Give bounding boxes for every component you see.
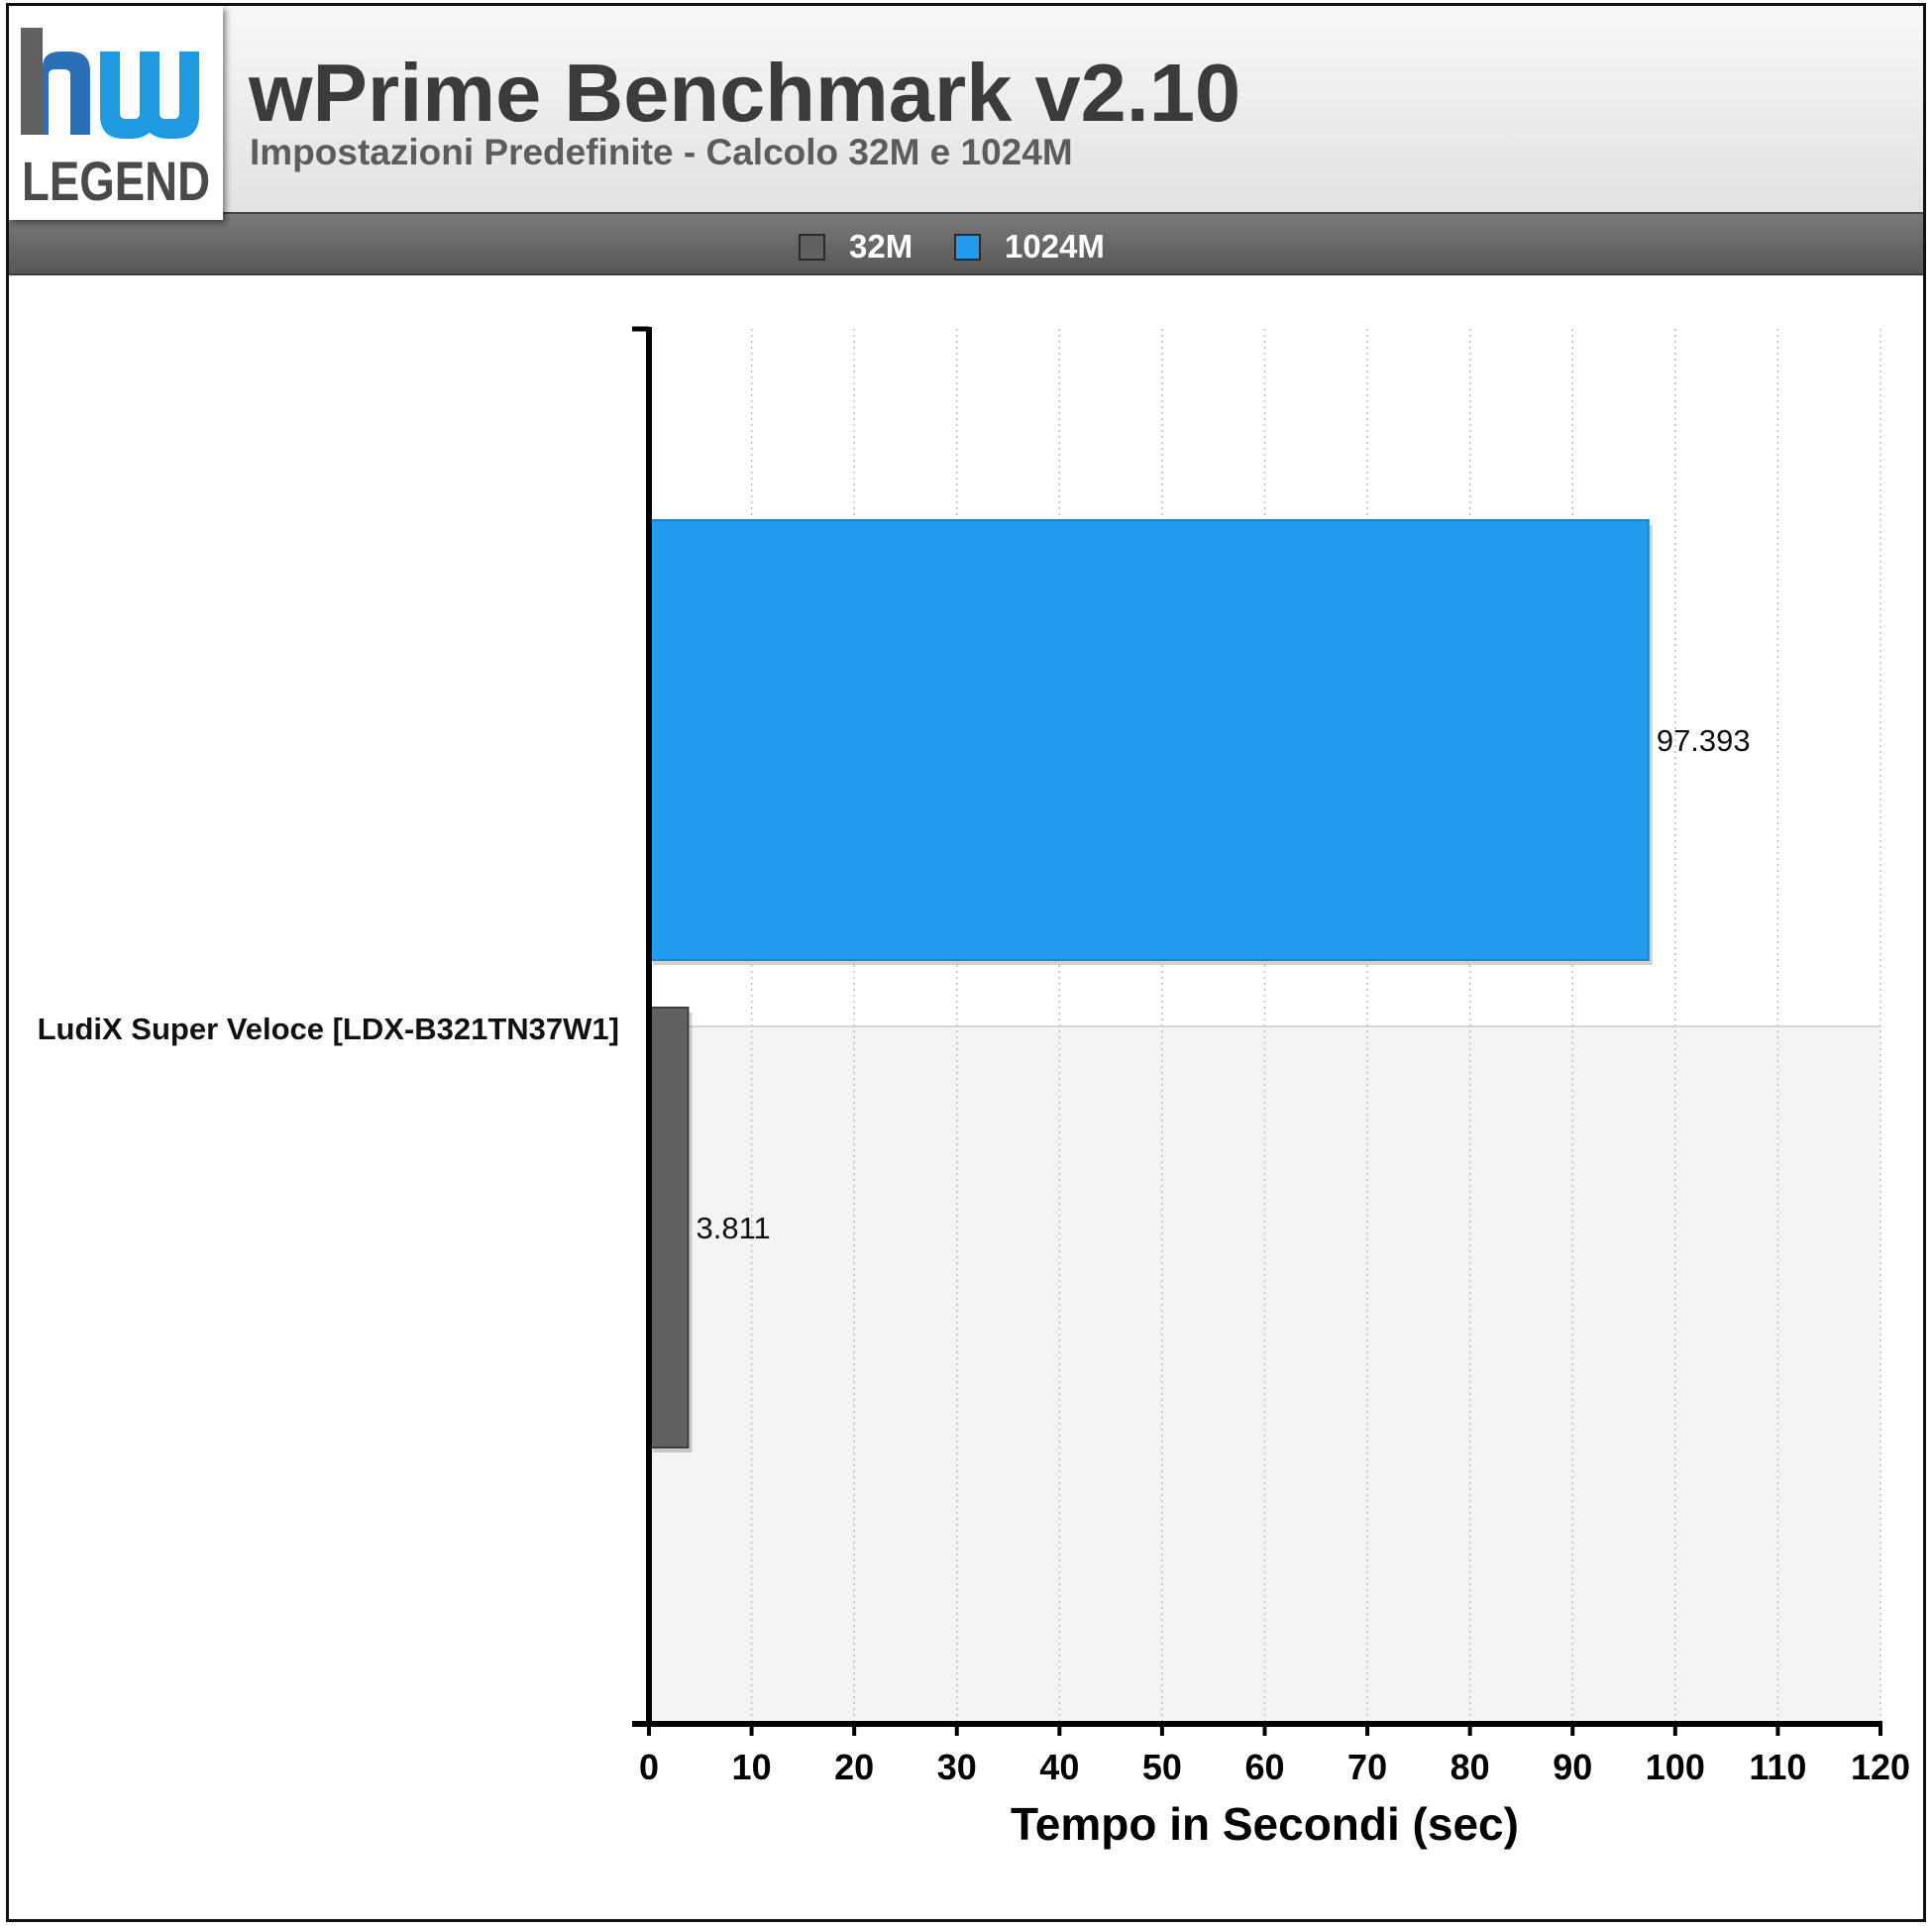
legend-bar: 32M 1024M bbox=[9, 212, 1923, 275]
x-tick-label-100: 100 bbox=[1646, 1747, 1705, 1787]
x-axis-title: Tempo in Secondi (sec) bbox=[1011, 1798, 1519, 1850]
x-tick-label-0: 0 bbox=[639, 1747, 659, 1787]
value-label-32m: 3.811 bbox=[696, 1211, 770, 1245]
x-tick-label-10: 10 bbox=[732, 1747, 772, 1787]
hwlegend-logo-mark: LEGEND bbox=[21, 28, 210, 212]
x-tick-label-30: 30 bbox=[937, 1747, 977, 1787]
legend-item-32m: 32M bbox=[799, 228, 912, 266]
bar-1024m bbox=[648, 519, 1650, 961]
x-tick-label-20: 20 bbox=[834, 1747, 874, 1787]
x-tick-label-40: 40 bbox=[1039, 1747, 1079, 1787]
x-tick-label-80: 80 bbox=[1450, 1747, 1490, 1787]
bar-32m bbox=[648, 1007, 690, 1448]
legend-swatch-1024m bbox=[954, 233, 981, 261]
legend-item-1024m: 1024M bbox=[954, 228, 1105, 266]
legend-label-1024m: 1024M bbox=[1005, 228, 1105, 265]
x-tick-label-60: 60 bbox=[1244, 1747, 1284, 1787]
chart-title: wPrime Benchmark v2.10 bbox=[249, 47, 1241, 139]
chart-header: wPrime Benchmark v2.10 Impostazioni Pred… bbox=[9, 6, 1923, 214]
x-tick-label-50: 50 bbox=[1142, 1747, 1182, 1787]
hwlegend-logo: LEGEND bbox=[9, 6, 223, 220]
x-tick-label-110: 110 bbox=[1749, 1747, 1806, 1787]
legend-swatch-32m bbox=[799, 233, 825, 261]
x-tick-label-120: 120 bbox=[1851, 1747, 1910, 1787]
svg-text:LEGEND: LEGEND bbox=[22, 150, 210, 212]
chart-subtitle: Impostazioni Predefinite - Calcolo 32M e… bbox=[250, 132, 1073, 172]
category-label: LudiX Super Veloce [LDX-B321TN37W1] bbox=[38, 1012, 619, 1046]
x-tick-label-90: 90 bbox=[1553, 1747, 1592, 1787]
legend-label-32m: 32M bbox=[849, 228, 913, 265]
x-tick-label-70: 70 bbox=[1347, 1747, 1387, 1787]
value-label-1024m: 97.393 bbox=[1657, 723, 1751, 758]
